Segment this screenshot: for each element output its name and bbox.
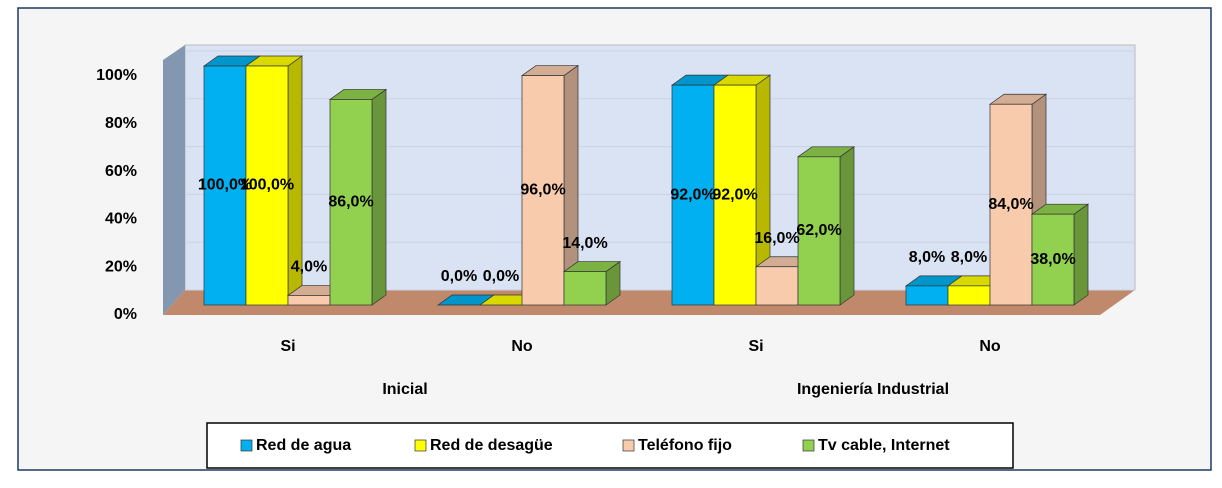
legend-swatch <box>622 439 635 452</box>
floor <box>163 290 1135 315</box>
side-wall <box>163 45 185 315</box>
x-tick-label: Si <box>748 338 763 355</box>
y-tick-label: 100% <box>96 67 137 84</box>
value-label: 62,0% <box>796 222 841 239</box>
bar <box>287 295 331 306</box>
value-label: 8,0% <box>909 249 945 266</box>
value-label: 0,0% <box>441 268 477 285</box>
legend-swatch <box>240 439 253 452</box>
legend-label: Red de agua <box>256 437 351 454</box>
value-label: 92,0% <box>712 186 757 203</box>
x-tick-label: Si <box>280 338 295 355</box>
value-label: 100,0% <box>198 177 252 194</box>
bar <box>203 65 247 306</box>
y-tick-label: 20% <box>105 258 137 275</box>
value-label: 96,0% <box>520 181 565 198</box>
bar <box>563 271 607 306</box>
legend-swatch <box>414 439 427 452</box>
bar <box>713 84 757 306</box>
value-label: 8,0% <box>951 249 987 266</box>
bar <box>521 75 565 306</box>
bar <box>905 285 949 306</box>
bar-side <box>371 88 387 306</box>
legend-swatch <box>802 439 815 452</box>
y-tick-label: 40% <box>105 211 137 228</box>
y-tick-label: 0% <box>114 306 137 323</box>
bar <box>947 285 991 306</box>
x-tick-label: No <box>979 338 1001 355</box>
bar <box>671 84 715 306</box>
value-label: 100,0% <box>240 177 294 194</box>
y-tick-label: 60% <box>105 163 137 180</box>
value-label: 38,0% <box>1030 251 1075 268</box>
x-tick-label: No <box>511 338 533 355</box>
bar <box>329 99 373 306</box>
group-label: Inicial <box>382 381 427 398</box>
bar <box>797 156 841 306</box>
value-label: 86,0% <box>328 193 373 210</box>
bar-side <box>839 146 855 306</box>
group-label: Ingeniería Industrial <box>797 381 949 398</box>
legend-label: Teléfono fijo <box>638 437 732 454</box>
bar <box>1031 213 1075 306</box>
value-label: 84,0% <box>988 196 1033 213</box>
value-label: 0,0% <box>483 268 519 285</box>
value-label: 14,0% <box>562 235 607 252</box>
legend-label: Tv cable, Internet <box>818 437 950 454</box>
value-label: 4,0% <box>291 259 327 276</box>
bar <box>989 103 1033 306</box>
bar-side <box>1073 203 1089 306</box>
legend-label: Red de desagüe <box>430 437 553 454</box>
value-label: 92,0% <box>670 186 715 203</box>
bar <box>755 266 799 306</box>
y-tick-label: 80% <box>105 115 137 132</box>
value-label: 16,0% <box>754 230 799 247</box>
bar <box>245 65 289 306</box>
legend <box>206 422 1014 469</box>
